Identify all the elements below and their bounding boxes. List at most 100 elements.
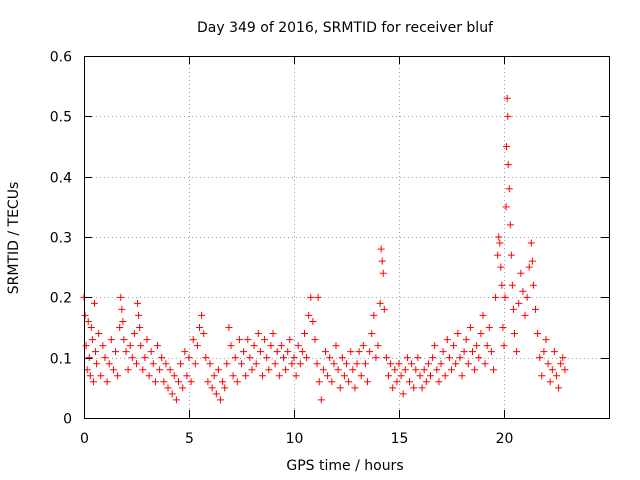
data-point (501, 293, 509, 301)
data-point (481, 360, 489, 368)
x-tick-label: 15 (391, 431, 409, 447)
data-point (139, 366, 147, 374)
data-point (206, 360, 214, 368)
data-point (151, 378, 159, 386)
data-points (80, 94, 569, 404)
data-point (301, 330, 308, 338)
data-point (503, 94, 511, 102)
data-point (353, 360, 361, 368)
data-point (508, 281, 516, 289)
data-point (290, 354, 298, 362)
data-point (414, 354, 422, 362)
data-point (529, 281, 537, 289)
data-point (313, 360, 321, 368)
data-point (336, 384, 344, 392)
x-tick-label: 5 (185, 431, 194, 447)
data-point (357, 372, 365, 380)
y-tick-label: 0.4 (50, 171, 72, 187)
data-point (191, 360, 199, 368)
data-point (399, 390, 407, 398)
data-point (122, 348, 130, 356)
data-point (395, 360, 403, 368)
data-point (296, 360, 304, 368)
data-point (280, 354, 287, 362)
data-point (523, 293, 531, 301)
data-point (217, 396, 224, 404)
data-point (164, 384, 172, 392)
data-point (273, 348, 281, 356)
data-point (460, 348, 468, 356)
data-point (382, 354, 390, 362)
data-point (97, 372, 105, 380)
data-point (298, 348, 306, 356)
data-point (275, 372, 283, 380)
data-point (466, 324, 474, 331)
data-point (116, 324, 124, 331)
data-point (277, 342, 285, 350)
data-point (499, 324, 507, 331)
data-point (437, 360, 445, 368)
data-point (81, 311, 89, 319)
data-point (429, 354, 437, 362)
data-point (85, 354, 93, 362)
data-point (120, 336, 128, 344)
data-point (473, 342, 481, 350)
data-point (477, 330, 485, 338)
data-point (137, 342, 145, 350)
data-point (540, 348, 548, 356)
data-point (196, 324, 203, 331)
data-point (361, 360, 369, 368)
data-point (185, 354, 193, 362)
data-point (130, 330, 138, 338)
data-point (416, 372, 424, 380)
data-point (420, 366, 428, 374)
data-point (101, 354, 109, 362)
data-point (483, 342, 491, 350)
y-tick-label: 0.6 (50, 50, 72, 66)
data-point (525, 263, 533, 271)
data-point (143, 336, 151, 344)
data-point (511, 330, 518, 338)
data-point (254, 330, 262, 338)
data-point (364, 378, 371, 386)
data-point (498, 281, 506, 289)
data-point (314, 293, 322, 301)
data-point (294, 342, 302, 350)
data-point (134, 299, 142, 307)
data-point (370, 311, 378, 319)
data-point (88, 336, 96, 344)
data-point (326, 354, 334, 362)
data-point (240, 348, 248, 356)
data-point (454, 330, 462, 338)
data-point (118, 305, 126, 313)
data-point (265, 366, 273, 374)
data-point (445, 354, 453, 362)
y-tick-label: 0.3 (50, 231, 72, 247)
data-point (227, 342, 235, 350)
data-point (528, 257, 536, 265)
data-point (391, 366, 399, 374)
data-point (347, 348, 355, 356)
data-point (379, 269, 387, 277)
data-point (311, 336, 319, 344)
data-point (214, 366, 222, 374)
data-point (433, 366, 441, 374)
data-point (284, 348, 292, 356)
data-point (112, 348, 119, 356)
data-point (124, 366, 132, 374)
data-point (393, 378, 401, 386)
data-point (504, 161, 512, 169)
data-point (497, 263, 505, 271)
data-point (506, 221, 514, 229)
data-point (91, 299, 98, 307)
data-point (242, 372, 250, 380)
data-point (175, 378, 182, 386)
y-tick-label: 0 (63, 412, 72, 428)
data-point (202, 354, 210, 362)
data-point (187, 378, 195, 386)
data-point (105, 360, 113, 368)
data-point (450, 342, 458, 350)
data-point (366, 348, 374, 356)
x-axis-label: GPS time / hours (286, 458, 403, 474)
